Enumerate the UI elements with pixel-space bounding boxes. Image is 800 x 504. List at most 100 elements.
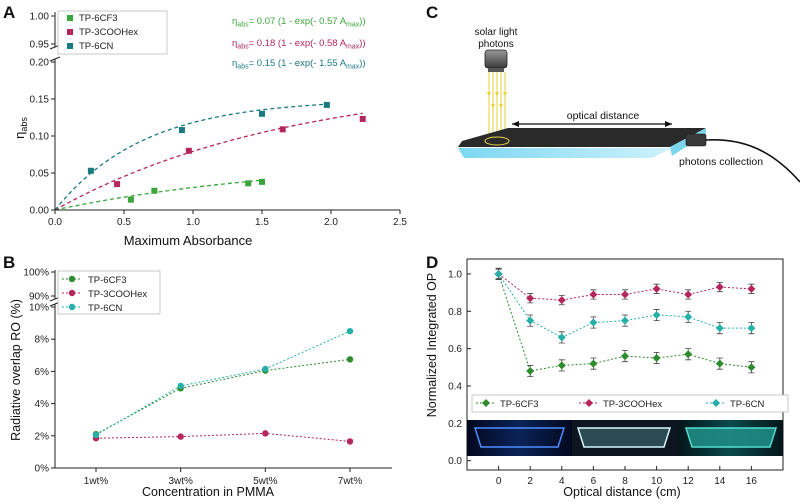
chart-b: 1wt% 3wt% 5wt% 7wt% 0% 2% 4% 6% 8% 10%90% 100% Rad… (9, 268, 392, 499)
point-b-cn (177, 382, 184, 390)
chart-b-ytick-label: 4% (35, 399, 50, 410)
chart-a-xtick-label: 1.0 (186, 217, 200, 228)
point-b-cooh (346, 438, 354, 445)
diagram-c: solar light photons optical distance pho… (458, 27, 800, 183)
waveguide-slab (458, 128, 706, 147)
point-b-cooh (177, 433, 184, 440)
legend-d-marker-cooh (585, 399, 593, 407)
eq-cf3-p2: = 0.07 (1 - exp(- 0.57 A (249, 16, 347, 27)
legend-b-marker-cooh (68, 289, 76, 297)
legend-a-label-cooh: TP-3COOHex (79, 27, 138, 38)
equation-a-cf3: ηabs= 0.07 (1 - exp(- 0.57 Amax)) (232, 16, 366, 29)
panel-label-b: B (3, 253, 15, 272)
point-a-cooh (185, 147, 192, 154)
legend-d-label-cooh: TP-3COOHex (603, 399, 662, 410)
fit-curve-a-cf3 (54, 179, 263, 211)
eq-cooh-p1: η (232, 38, 237, 49)
chart-d-xtick-label: 2 (527, 476, 533, 487)
chart-d-xtick-label: 6 (591, 476, 597, 487)
legend-d-marker-cn (712, 399, 720, 407)
chart-b-ytick-label: 2% (35, 431, 50, 442)
legend-a-label-cf3: TP-6CF3 (79, 13, 118, 24)
chart-d-xlabel: Optical distance (cm) (563, 485, 680, 499)
point-d-cooh (621, 290, 629, 299)
fit-curve-a-cooh (54, 112, 363, 211)
chart-a-legend (57, 10, 168, 55)
point-b-cf3 (346, 356, 354, 363)
sample-photo-cf3-glow (473, 427, 566, 448)
point-a-cn (87, 167, 94, 174)
chart-a-ylabel-sub: abs (19, 117, 29, 132)
point-d-cf3 (715, 359, 724, 368)
chart-d-ytick-label: 0.0 (448, 456, 462, 467)
point-d-cooh (526, 294, 535, 303)
chart-a-ytick-label-upper: 0.95 (30, 40, 50, 51)
chart-b-xtick-label: 3wt% (168, 476, 193, 487)
distance-arrowhead-left (512, 121, 519, 127)
legend-a-marker-cooh (67, 29, 73, 35)
point-d-cn (526, 316, 535, 325)
chart-d-xtick-label: 8 (622, 476, 628, 487)
point-d-cooh (589, 290, 598, 299)
point-a-cooh (114, 181, 121, 188)
sample-photo-cf3 (467, 420, 572, 456)
point-d-cn (621, 316, 629, 325)
panel-label-a: A (3, 3, 15, 22)
chart-d-ytick-label: 0.8 (448, 307, 462, 318)
legend-a-marker-cf3 (67, 15, 73, 21)
chart-a-xtick-label: 2.0 (324, 217, 338, 228)
chart-b-xtick-label: 7wt% (338, 476, 363, 487)
chart-b-ytick-label: 6% (35, 367, 50, 378)
chart-d-xtick-label: 0 (496, 476, 502, 487)
equation-a-cooh: ηabs= 0.18 (1 - exp(- 0.58 Amax)) (232, 38, 366, 51)
distance-label: optical distance (567, 110, 640, 122)
chart-b-xtick-label: 1wt% (84, 476, 109, 487)
point-d-cf3 (652, 353, 661, 362)
point-d-cn (684, 312, 693, 321)
chart-d-ytick-label: 0.4 (448, 381, 462, 392)
chart-d-xtick-label: 14 (714, 476, 726, 487)
chart-b-xtick-label: 5wt% (253, 476, 278, 487)
collection-label: photons collection (679, 156, 763, 168)
chart-a-xlabel: Maximum Absorbance (124, 233, 253, 248)
point-a-cooh (359, 115, 366, 122)
point-a-cn (323, 101, 330, 108)
chart-d-xtick-label: 10 (651, 476, 663, 487)
legend-b-label-cn: TP-6CN (88, 303, 122, 314)
point-b-cn (262, 365, 269, 373)
chart-a-xtick-label: 0.0 (48, 217, 62, 228)
point-d-cooh (684, 290, 693, 299)
chart-d-xtick-label: 12 (683, 476, 695, 487)
fiber-cable (705, 138, 800, 183)
lamp-base-icon (488, 68, 504, 72)
legend-d-label-cf3: TP-6CF3 (500, 399, 539, 410)
lamp-icon (484, 49, 508, 69)
point-d-cooh (747, 284, 756, 293)
eq-cn-sub2: max (346, 64, 360, 71)
point-a-cn (259, 110, 265, 117)
line-b-cn (95, 330, 351, 436)
point-d-cooh (715, 283, 724, 292)
chart-b-ytick-label-upper: 100% (23, 268, 49, 279)
line-d-cooh (498, 273, 752, 301)
eq-cooh-p2: = 0.18 (1 - exp(- 0.58 A (249, 38, 347, 49)
eq-cn-p1: η (232, 58, 237, 69)
detector-icon (685, 133, 707, 147)
eq-cn-p2: = 0.15 (1 - exp(- 1.55 A (249, 58, 347, 69)
chart-a-ylabel-main: η (12, 132, 27, 139)
chart-d-ylabel: Normalized Integrated OP (425, 273, 439, 418)
line-d-cf3 (498, 273, 752, 372)
point-a-cf3 (245, 180, 252, 187)
chart-a-xtick-label: 2.5 (393, 217, 407, 228)
legend-d-marker-cf3 (482, 399, 490, 407)
legend-a-marker-cn (67, 43, 73, 49)
eq-cooh-sub2: max (346, 44, 360, 51)
point-d-cf3 (747, 363, 756, 372)
chart-b-ytick-label: 10% (29, 303, 49, 314)
chart-b-ytick-label: 0% (35, 464, 50, 475)
panel-label-c: C (426, 3, 438, 22)
point-d-cooh (652, 284, 661, 293)
legend-b-label-cooh: TP-3COOHex (88, 289, 147, 300)
point-d-cf3 (684, 350, 693, 359)
chart-a-ytick-label: 0.15 (30, 95, 50, 106)
